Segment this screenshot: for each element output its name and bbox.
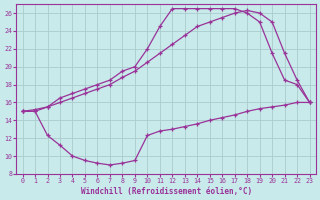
X-axis label: Windchill (Refroidissement éolien,°C): Windchill (Refroidissement éolien,°C) xyxy=(81,187,252,196)
